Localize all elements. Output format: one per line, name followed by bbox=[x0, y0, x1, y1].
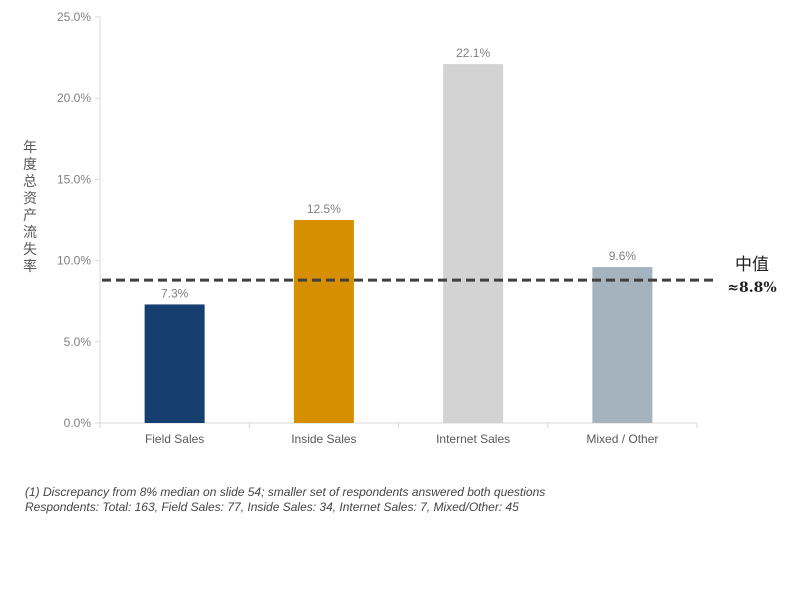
y-axis-label-char: 资 bbox=[23, 191, 37, 207]
y-axis-label-char: 总 bbox=[23, 174, 37, 190]
data-label: 7.3% bbox=[161, 286, 189, 300]
footnote: (1) Discrepancy from 8% median on slide … bbox=[25, 485, 545, 515]
data-label: 9.6% bbox=[609, 249, 637, 263]
bar-inside-sales bbox=[293, 220, 354, 423]
footnote-line-1: (1) Discrepancy from 8% median on slide … bbox=[25, 485, 546, 499]
footnote-line-2: Respondents: Total: 163, Field Sales: 77… bbox=[25, 500, 519, 514]
y-tick-label: 0.0% bbox=[64, 416, 92, 430]
category-label: Mixed / Other bbox=[586, 432, 658, 446]
category-label: Internet Sales bbox=[436, 432, 510, 446]
category-labels: Field Sales Inside Sales Internet Sales Mix… bbox=[145, 432, 658, 446]
y-tick-label: 20.0% bbox=[57, 91, 91, 105]
y-tick-label: 25.0% bbox=[57, 10, 91, 24]
y-tick-label: 5.0% bbox=[64, 335, 92, 349]
y-ticks: 0.0% 5.0% 10.0% 15.0% 20.0% 25.0% bbox=[57, 10, 100, 430]
y-axis-label-char: 年 bbox=[23, 140, 37, 156]
y-tick-label: 10.0% bbox=[57, 254, 91, 268]
bars bbox=[144, 64, 653, 423]
y-axis-label-char: 流 bbox=[23, 225, 37, 241]
category-label: Inside Sales bbox=[291, 432, 356, 446]
bar-internet-sales bbox=[443, 64, 504, 423]
median-value: ≈8.8% bbox=[727, 280, 776, 296]
y-axis-label-char: 失 bbox=[23, 242, 37, 258]
data-label: 12.5% bbox=[307, 202, 341, 216]
y-axis-label-char: 度 bbox=[23, 157, 37, 173]
y-axis-label-char: 率 bbox=[23, 258, 37, 275]
bar-field-sales bbox=[144, 304, 205, 423]
y-tick-label: 15.0% bbox=[57, 172, 91, 186]
bar-mixed-other bbox=[592, 267, 653, 423]
data-labels: 7.3% 12.5% 22.1% 9.6% bbox=[161, 46, 636, 300]
y-axis-label-char: 产 bbox=[23, 208, 37, 224]
median-title: 中值 bbox=[735, 255, 769, 275]
data-label: 22.1% bbox=[456, 46, 490, 60]
category-label: Field Sales bbox=[145, 432, 204, 446]
x-ticks bbox=[99, 423, 698, 428]
